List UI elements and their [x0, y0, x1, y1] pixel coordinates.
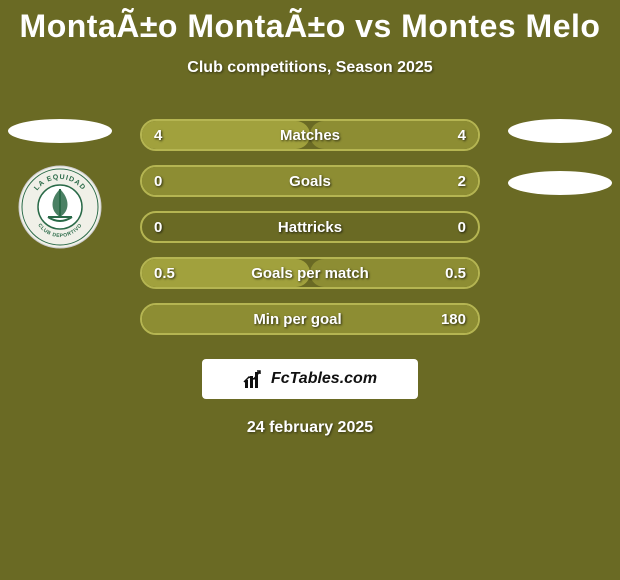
- stat-row: 4 Matches 4: [140, 119, 480, 151]
- player1-column: LA EQUIDAD CLUB DEPORTIVO: [8, 119, 112, 249]
- page-title: MontaÃ±o MontaÃ±o vs Montes Melo: [0, 0, 620, 45]
- stat-value-right: 2: [458, 173, 466, 190]
- bar-chart-icon: [243, 368, 265, 390]
- player2-club-ellipse: [508, 171, 612, 195]
- player2-column: [508, 119, 612, 195]
- la-equidad-badge-icon: LA EQUIDAD CLUB DEPORTIVO: [18, 165, 102, 249]
- stat-rows: 4 Matches 4 0 Goals 2 0 Hattricks 0 0.5 Goals per …: [140, 119, 480, 335]
- player2-name-ellipse: [508, 119, 612, 143]
- stat-value-left: 4: [154, 127, 162, 144]
- stat-label: Min per goal: [253, 311, 341, 328]
- stat-value-left: 0: [154, 173, 162, 190]
- stat-value-left: 0: [154, 219, 162, 236]
- stat-label: Matches: [280, 127, 340, 144]
- comparison-panel: LA EQUIDAD CLUB DEPORTIVO 4 Matches 4 0 Goal…: [0, 119, 620, 437]
- stat-row: 0 Hattricks 0: [140, 211, 480, 243]
- player1-club-badge: LA EQUIDAD CLUB DEPORTIVO: [18, 165, 102, 249]
- stat-value-right: 0: [458, 219, 466, 236]
- stat-value-right: 0.5: [445, 265, 466, 282]
- stat-row: 0 Goals 2: [140, 165, 480, 197]
- stat-value-left: 0.5: [154, 265, 175, 282]
- stat-row: Min per goal 180: [140, 303, 480, 335]
- player1-name-ellipse: [8, 119, 112, 143]
- subtitle: Club competitions, Season 2025: [0, 59, 620, 77]
- stat-value-right: 4: [458, 127, 466, 144]
- stat-value-right: 180: [441, 311, 466, 328]
- attribution-box: FcTables.com: [202, 359, 418, 399]
- date: 24 february 2025: [0, 419, 620, 437]
- stat-label: Goals: [289, 173, 331, 190]
- stat-row: 0.5 Goals per match 0.5: [140, 257, 480, 289]
- stat-label: Hattricks: [278, 219, 342, 236]
- attribution-text: FcTables.com: [271, 370, 377, 388]
- stat-label: Goals per match: [251, 265, 369, 282]
